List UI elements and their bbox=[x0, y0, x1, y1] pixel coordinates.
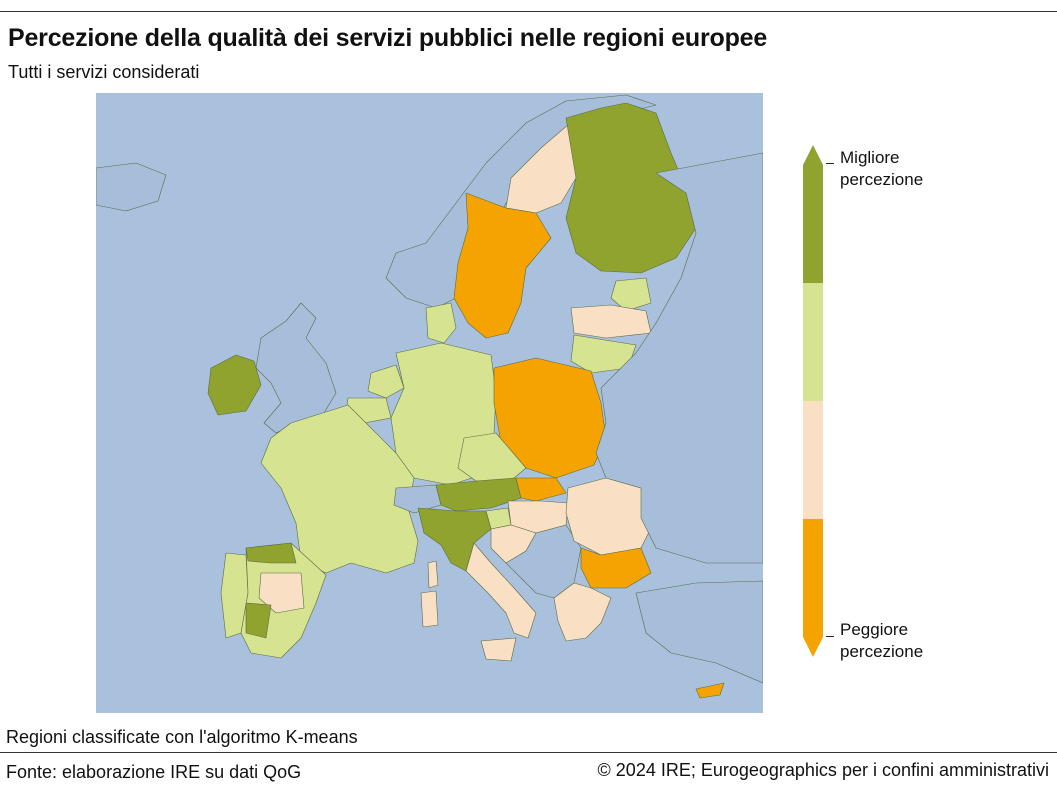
region-spain-centre bbox=[258, 572, 305, 614]
region-bulgaria bbox=[580, 547, 652, 589]
legend-top-label: Migliore percezione bbox=[840, 148, 924, 189]
legend-bottom-label: Peggiore percezione bbox=[840, 620, 924, 661]
region-finland bbox=[565, 102, 697, 274]
legend-swatch-c1 bbox=[803, 165, 823, 283]
region-iceland bbox=[96, 162, 167, 212]
legend-bottom-tick bbox=[826, 636, 834, 637]
regions-layer bbox=[96, 94, 763, 699]
map-subtitle: Tutti i servizi considerati bbox=[8, 62, 200, 82]
region-corsica bbox=[427, 560, 439, 589]
region-france bbox=[260, 404, 419, 574]
legend-arrow-up bbox=[803, 145, 823, 165]
region-sweden-south bbox=[453, 192, 552, 339]
region-balkans bbox=[505, 524, 582, 599]
legend-arrow-down bbox=[803, 637, 823, 657]
region-estonia bbox=[610, 277, 652, 312]
region-denmark bbox=[425, 302, 457, 344]
region-cyprus bbox=[695, 682, 725, 699]
region-russia-ukraine bbox=[595, 152, 763, 564]
region-austria bbox=[435, 477, 522, 512]
region-italy-south bbox=[465, 542, 537, 639]
source-left: Fonte: elaborazione IRE su dati QoG bbox=[6, 762, 302, 782]
region-sicily bbox=[480, 637, 517, 662]
legend-swatch-c4 bbox=[803, 519, 823, 637]
region-ireland bbox=[207, 354, 262, 416]
top-rule bbox=[0, 11, 1057, 12]
bottom-rule bbox=[0, 752, 1057, 753]
region-spain-north bbox=[245, 542, 297, 564]
legend-swatch-c2 bbox=[803, 283, 823, 401]
source-right: © 2024 IRE; Eurogeographics per i confin… bbox=[597, 760, 1049, 780]
region-latvia bbox=[570, 304, 652, 339]
region-poland bbox=[493, 357, 607, 479]
method-note: Regioni classificate con l'algoritmo K-m… bbox=[6, 727, 358, 747]
region-sardinia bbox=[420, 590, 439, 628]
europe-map bbox=[96, 93, 763, 713]
region-greece bbox=[553, 582, 612, 642]
region-netherlands bbox=[367, 364, 405, 399]
region-slovakia bbox=[515, 477, 567, 502]
legend-bar bbox=[803, 145, 823, 657]
legend-top-tick bbox=[826, 163, 834, 164]
map-title: Percezione della qualità dei servizi pub… bbox=[8, 24, 768, 52]
region-turkey bbox=[635, 580, 763, 684]
region-spain-west bbox=[245, 602, 272, 639]
legend-swatch-c3 bbox=[803, 401, 823, 519]
